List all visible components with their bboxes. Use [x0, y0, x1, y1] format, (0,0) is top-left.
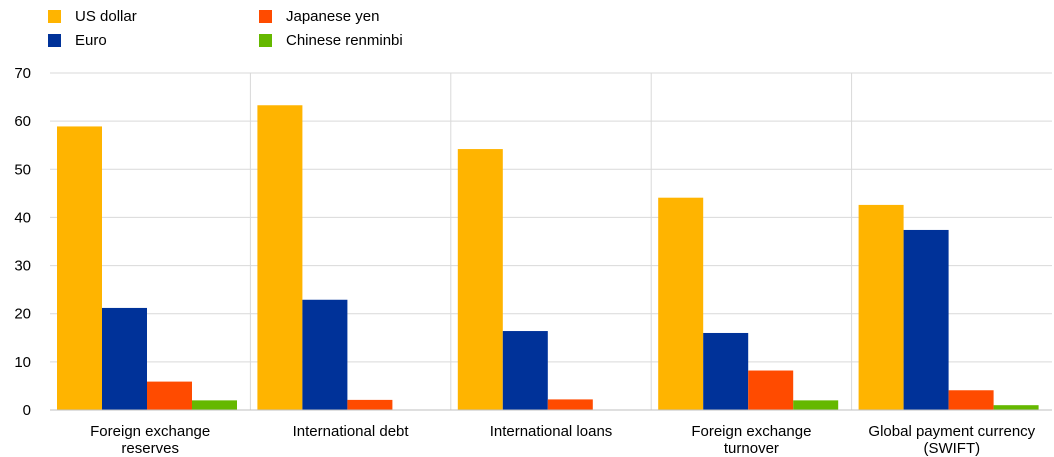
bar-euro [502, 331, 548, 410]
legend-item-us-dollar: US dollar [48, 5, 137, 27]
legend-label-japanese-yen: Japanese yen [286, 7, 380, 25]
x-tick-label: Foreign exchange [90, 423, 210, 440]
x-tick-label: International debt [293, 423, 410, 440]
bar-japanese-yen [347, 399, 393, 410]
bar-euro [703, 332, 749, 410]
bar-us-dollar [57, 126, 102, 410]
x-tick-label: Foreign exchange [691, 423, 811, 440]
x-tick-label: Global payment currency [868, 423, 1035, 440]
legend-item-euro: Euro [48, 29, 107, 51]
bar-japanese-yen [147, 381, 192, 410]
y-tick-label: 30 [14, 258, 31, 275]
legend-swatch-chinese-renminbi [259, 33, 272, 47]
bar-japanese-yen [748, 370, 794, 410]
bar-chinese-renminbi [793, 400, 839, 410]
x-tick-label: reserves [121, 440, 179, 457]
bar-us-dollar [658, 197, 704, 410]
bar-us-dollar [457, 149, 503, 410]
bar-us-dollar [257, 105, 303, 411]
legend-swatch-us-dollar [48, 9, 61, 23]
y-tick-label: 60 [14, 113, 31, 130]
bar-japanese-yen [547, 399, 593, 410]
x-tick-label: International loans [490, 423, 613, 440]
legend-label-chinese-renminbi: Chinese renminbi [286, 31, 403, 49]
legend-item-chinese-renminbi: Chinese renminbi [259, 29, 403, 51]
legend-item-japanese-yen: Japanese yen [259, 5, 379, 27]
y-tick-label: 50 [14, 161, 31, 178]
y-tick-label: 20 [14, 306, 31, 323]
x-tick-label: turnover [724, 440, 779, 457]
bar-japanese-yen [948, 390, 994, 410]
y-tick-label: 70 [14, 65, 31, 82]
bar-us-dollar [858, 204, 904, 410]
bar-euro [302, 299, 348, 410]
x-tick-label: (SWIFT) [923, 440, 980, 457]
bar-euro [102, 307, 147, 410]
legend-swatch-japanese-yen [259, 9, 272, 23]
y-tick-label: 0 [23, 402, 31, 419]
legend-swatch-euro [48, 33, 61, 47]
legend-label-euro: Euro [75, 31, 107, 49]
bar-chinese-renminbi [993, 405, 1039, 410]
y-tick-label: 40 [14, 209, 31, 226]
legend-label-us-dollar: US dollar [75, 7, 137, 25]
y-tick-label: 10 [14, 354, 31, 371]
bar-chinese-renminbi [192, 400, 237, 410]
chart-legend: US dollar Euro Japanese yen Chinese renm… [48, 5, 508, 53]
bar-euro [903, 229, 949, 410]
